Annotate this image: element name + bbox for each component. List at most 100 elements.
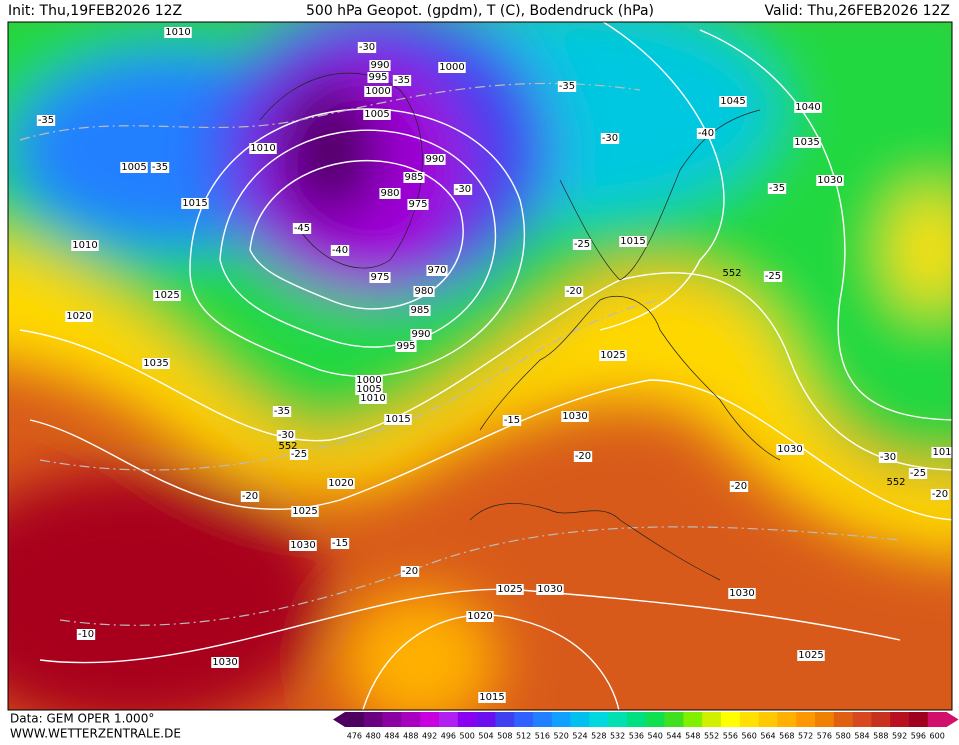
colorbar-swatch [739,712,759,727]
temperature-label-box [696,128,716,139]
pressure-label-box [410,329,432,340]
pressure-label-box [359,393,387,404]
pressure-label: 995 [368,72,387,83]
colorbar-label: 596 [911,732,926,741]
pressure-label: 1005 [364,109,389,120]
pressure-label-box [619,236,647,247]
pressure-label-box [478,692,506,703]
colorbar-label: 588 [873,732,888,741]
colorbar-arrow-left [333,712,345,727]
temperature-label-box [600,133,620,144]
pressure-label: 985 [410,305,429,316]
colorbar-label: 524 [572,732,587,741]
pressure-label: 990 [425,154,444,165]
pressure-label-box [363,109,391,120]
pressure-label: 985 [404,172,423,183]
pressure-label: 1040 [795,102,820,113]
colorbar-swatch [589,712,609,727]
temperature-label-box [276,430,296,441]
temperature-label: -20 [575,451,591,462]
temperature-label: -30 [359,42,375,53]
temperature-label-box [400,566,420,577]
temperature-label: -30 [602,133,618,144]
colorbar-swatch [852,712,872,727]
pressure-label: 1035 [143,358,168,369]
pressure-label-box [931,447,952,458]
pressure-label: 1005 [356,384,381,395]
colorbar-label: 556 [723,732,738,741]
colorbar-swatch [382,712,402,727]
pressure-label-box [327,478,355,489]
temperature-label-box [357,42,377,53]
pressure-label-box [403,172,425,183]
pressure-label-box [407,199,429,210]
colorbar-label: 580 [836,732,851,741]
pressure-label-box [438,62,466,73]
colorbar-label: 568 [779,732,794,741]
temperature-label-box [767,183,787,194]
temperature-label: -25 [291,449,307,460]
temperature-label-box [908,468,928,479]
isotherms [19,82,901,626]
colorbar-swatch [345,712,365,727]
colorbar-label: 536 [629,732,644,741]
colorbar-swatch [533,712,553,727]
init-time: Init: Thu,19FEB2026 12Z [8,3,182,19]
pressure-label: 1020 [467,611,492,622]
colorbar-label: 496 [441,732,456,741]
temperature-label: -40 [332,245,348,256]
pressure-label: 1045 [720,96,745,107]
pressure-label: 1025 [600,350,625,361]
pressure-label-box [793,137,821,148]
temperature-label: -25 [574,239,590,250]
pressure-label: 1020 [66,311,91,322]
pressure-label: 1010 [360,393,385,404]
pressure-label: 1015 [385,414,410,425]
pressure-label: 970 [427,265,446,276]
pressure-label: 1025 [154,290,179,301]
colorbar-label: 520 [554,732,569,741]
pressure-label: 995 [396,341,415,352]
temperature-label-box [76,629,96,640]
pressure-label: 980 [414,286,433,297]
colorbar-label: 516 [535,732,550,741]
temperature-label-box [502,415,522,426]
colorbar-swatch [363,712,383,727]
colorbar-label: 552 [704,732,719,741]
temperature-label-box [272,406,292,417]
pressure-label-box [816,175,844,186]
temperature-label: -20 [402,566,418,577]
geopotential-label: 552 [886,477,905,488]
temperature-label: -10 [78,629,94,640]
pressure-label: 990 [370,60,389,71]
pressure-label-box [409,305,431,316]
pressure-label-box [211,657,239,668]
temperature-label: -25 [910,468,926,479]
pressure-label: 1010 [72,240,97,251]
pressure-label: 1015 [182,198,207,209]
temperature-label: -35 [152,162,168,173]
map-labels: 1010990995100010001005101010059909859809… [36,27,952,703]
pressure-label-box [496,584,524,595]
temperature-label-box [930,489,950,500]
colorbar-swatch [664,712,684,727]
colorbar-swatch [683,712,703,727]
pressure-label: 980 [380,188,399,199]
colorbar-swatch [833,712,853,727]
colorbar-label: 476 [347,732,362,741]
pressure-label-box [364,86,392,97]
temperature-label-box [392,75,412,86]
pressure-label: 101 [932,447,951,458]
pressure-label: 1010 [250,143,275,154]
pressure-label-box [466,611,494,622]
isobars [19,22,952,710]
map-title: 500 hPa Geopot. (gpdm), T (C), Bodendruc… [306,3,654,19]
pressure-label-box [424,154,446,165]
pressure-label: 1035 [794,137,819,148]
colorbar-label: 584 [854,732,869,741]
temperature-label-box [150,162,170,173]
colorbar-label: 600 [930,732,945,741]
pressure-label-box [413,286,435,297]
colorbar-label: 532 [610,732,625,741]
